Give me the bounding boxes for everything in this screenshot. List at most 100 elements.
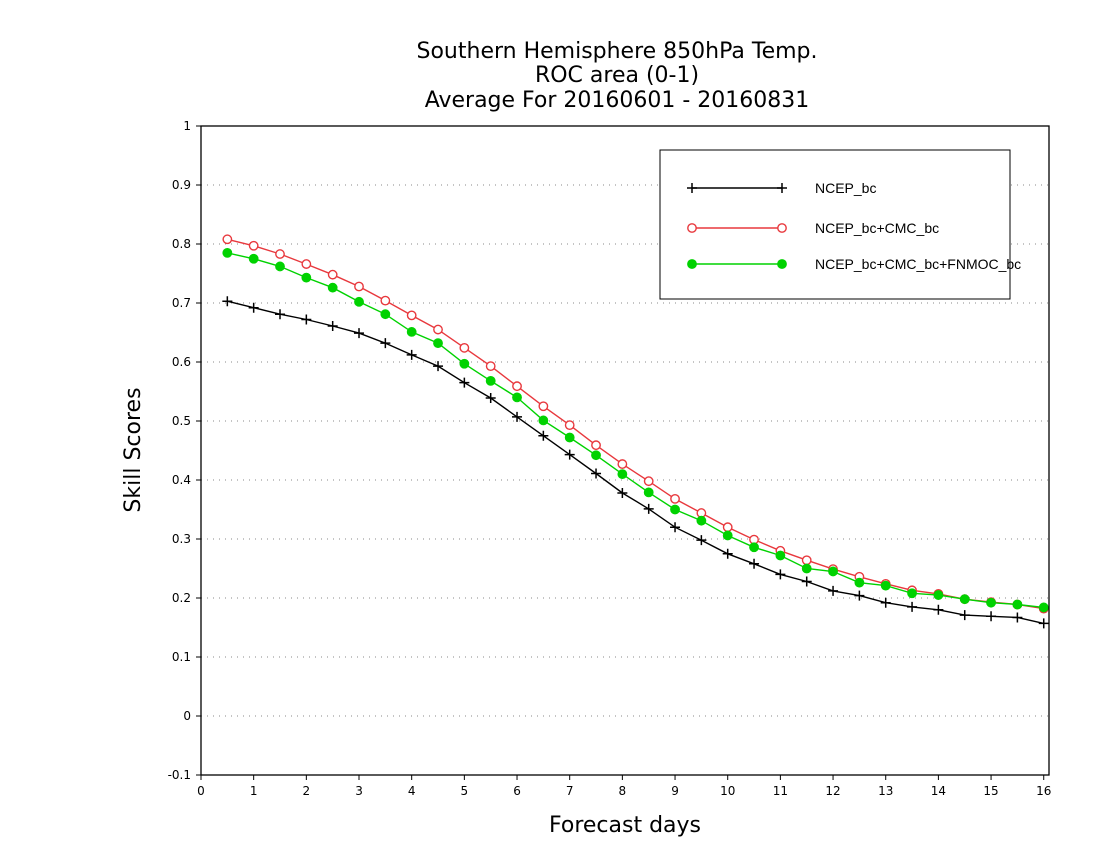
legend-label: NCEP_bc+CMC_bc (815, 220, 939, 236)
chart-title-line-2: ROC area (0-1) (535, 63, 699, 88)
data-point (380, 338, 391, 349)
x-tick-label: 8 (619, 784, 627, 798)
legend-marker-end (777, 223, 787, 233)
data-point (354, 296, 364, 307)
data-point (275, 249, 285, 259)
data-point (854, 577, 865, 588)
data-point (380, 295, 391, 306)
data-point (301, 314, 312, 325)
data-point (485, 375, 496, 386)
data-point (959, 610, 970, 621)
data-point (1012, 612, 1023, 623)
axes: -0.100.10.20.30.40.50.60.70.80.910 1 2 3 4 5 6… (168, 119, 1052, 798)
data-point (749, 542, 759, 553)
plot-frame (200, 125, 1050, 776)
data-point (327, 269, 338, 280)
x-tick-label: 1 (250, 784, 258, 798)
data-point (538, 415, 549, 426)
legend-entry-0: NCEP_bc (687, 180, 876, 196)
data-point (248, 302, 259, 313)
data-point (301, 259, 312, 269)
data-point (564, 449, 575, 460)
data-point (617, 469, 628, 479)
data-point (538, 401, 549, 412)
data-point (354, 328, 365, 339)
legend: NCEP_bc NCEP_bc+CMC_bc NCEP_bc+CMC_bc+FNMO… (659, 149, 1021, 300)
legend-marker-end (777, 259, 787, 269)
y-tick-label: -0.1 (168, 768, 191, 782)
data-point (959, 594, 970, 605)
data-point (986, 597, 996, 608)
x-tick-label: 6 (513, 784, 521, 798)
data-point (222, 234, 233, 245)
data-point (459, 358, 470, 369)
y-tick-label: 0.5 (172, 414, 191, 428)
x-tick-label: 7 (566, 784, 574, 798)
data-point (617, 459, 628, 469)
y-tick-label: 0.3 (172, 532, 191, 546)
data-point (907, 588, 917, 599)
data-point (275, 309, 286, 320)
legend-marker-start (687, 183, 697, 193)
data-point (485, 392, 496, 403)
data-point (222, 247, 233, 258)
data-point (801, 576, 812, 587)
data-point (722, 522, 733, 533)
data-point (696, 535, 707, 546)
data-point (591, 440, 601, 451)
x-tick-label: 16 (1036, 784, 1051, 798)
chart-title-line-1: Southern Hemisphere 850hPa Temp. (417, 39, 818, 64)
data-point (406, 349, 417, 360)
data-point (248, 253, 259, 264)
data-point (670, 522, 681, 533)
legend-marker-start (687, 259, 697, 269)
data-point (933, 604, 944, 615)
data-point (1038, 602, 1049, 613)
data-point (433, 361, 444, 372)
data-point (1038, 618, 1049, 629)
data-point (722, 530, 733, 541)
data-point (564, 420, 575, 431)
data-point (459, 342, 470, 353)
series-lines (222, 234, 1049, 629)
series-0 (222, 296, 1049, 629)
x-tick-label: 11 (773, 784, 788, 798)
data-point (433, 324, 443, 335)
y-tick-label: 0.7 (172, 296, 191, 310)
legend-label: NCEP_bc (815, 180, 876, 196)
x-tick-label: 12 (825, 784, 840, 798)
data-point (406, 327, 417, 337)
data-point (564, 432, 575, 443)
data-point (854, 590, 865, 601)
data-point (512, 392, 522, 403)
x-tick-label: 14 (931, 784, 946, 798)
data-point (512, 381, 522, 392)
data-point (986, 611, 997, 622)
y-tick-label: 0.8 (172, 237, 191, 251)
data-point (801, 555, 812, 566)
data-point (775, 569, 786, 580)
data-point (433, 338, 443, 349)
x-tick-label: 15 (983, 784, 998, 798)
data-point (880, 597, 891, 608)
data-point (248, 240, 259, 251)
chart-title-line-3: Average For 20160601 - 20160831 (425, 88, 810, 113)
x-tick-label: 0 (197, 784, 205, 798)
x-tick-label: 4 (408, 784, 416, 798)
data-point (828, 585, 839, 596)
legend-label: NCEP_bc+CMC_bc+FNMOC_bc (815, 256, 1021, 272)
data-point (538, 430, 549, 441)
data-point (222, 296, 233, 307)
x-tick-label: 9 (671, 784, 679, 798)
data-point (617, 487, 628, 498)
legend-marker-start (687, 223, 697, 233)
data-point (512, 411, 523, 422)
data-point (749, 558, 760, 569)
data-point (591, 468, 602, 479)
data-point (670, 493, 680, 504)
data-point (643, 476, 654, 487)
y-tick-label: 0.2 (172, 591, 191, 605)
data-point (643, 503, 654, 514)
y-tick-label: 0.6 (172, 355, 191, 369)
